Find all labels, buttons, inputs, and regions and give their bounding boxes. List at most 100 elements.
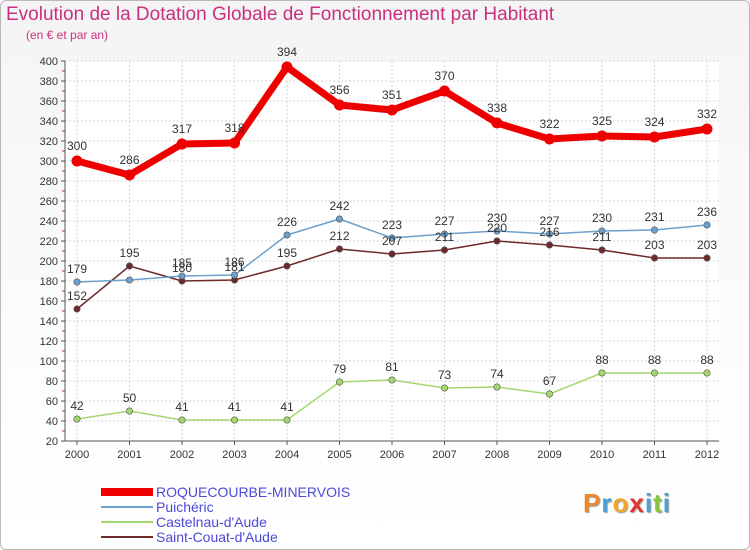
y-tick-label: 240 — [40, 216, 58, 228]
data-label: 300 — [67, 139, 87, 153]
logo-letter: i — [662, 488, 671, 518]
legend-swatch — [101, 506, 153, 508]
data-point — [388, 376, 396, 384]
data-point — [545, 390, 553, 398]
data-point — [598, 227, 606, 235]
x-tick-label: 2000 — [65, 449, 89, 461]
y-tick-label: 400 — [40, 56, 58, 68]
y-tick-label: 100 — [40, 356, 58, 368]
logo-letter: P — [583, 488, 602, 518]
x-tick-label: 2006 — [380, 449, 404, 461]
data-point — [71, 155, 83, 167]
data-point — [388, 234, 396, 242]
data-point — [596, 130, 608, 142]
data-label: 338 — [487, 101, 507, 115]
legend-label: ROQUECOURBE-MINERVOIS — [156, 484, 351, 500]
data-label: 152 — [67, 289, 87, 303]
data-label: 74 — [490, 367, 504, 381]
data-point — [491, 117, 503, 129]
x-tick-label: 2007 — [432, 449, 456, 461]
data-point — [335, 245, 343, 253]
y-tick-label: 60 — [46, 396, 58, 408]
data-label: 73 — [438, 368, 452, 382]
data-point — [439, 85, 450, 97]
data-label: 394 — [277, 45, 297, 59]
data-point — [178, 416, 186, 424]
data-label: 356 — [329, 83, 349, 97]
data-label: 41 — [280, 400, 294, 414]
logo-letter: i — [644, 488, 654, 518]
y-tick-label: 260 — [40, 196, 58, 208]
legend-label: Puichéric — [156, 499, 214, 515]
data-label: 332 — [697, 107, 717, 121]
data-label: 230 — [487, 211, 507, 225]
data-point — [598, 369, 606, 377]
x-tick-label: 2009 — [537, 449, 561, 461]
legend-swatch — [101, 488, 153, 496]
data-point — [598, 246, 606, 254]
data-label: 211 — [592, 230, 611, 244]
logo-letter: r — [601, 488, 613, 518]
data-label: 286 — [119, 153, 139, 167]
data-point — [493, 383, 501, 391]
data-point — [231, 271, 239, 279]
logo-letter: t — [653, 488, 663, 518]
x-tick-label: 2004 — [275, 449, 299, 461]
data-label: 207 — [382, 234, 402, 248]
data-label: 195 — [277, 246, 297, 260]
data-point — [283, 262, 291, 270]
data-point — [73, 278, 81, 286]
legend-label: Castelnau-d'Aude — [156, 514, 267, 530]
data-point — [650, 369, 658, 377]
data-point — [73, 415, 81, 423]
data-point — [545, 230, 553, 238]
y-tick-label: 300 — [40, 156, 58, 168]
y-tick-label: 80 — [46, 376, 58, 388]
data-point — [124, 169, 135, 181]
data-point — [649, 131, 660, 143]
data-point — [703, 221, 711, 229]
data-label: 180 — [172, 261, 192, 275]
x-tick-label: 2008 — [485, 449, 509, 461]
data-label: 179 — [67, 262, 87, 276]
legend-swatch — [101, 521, 153, 523]
data-label: 81 — [385, 360, 399, 374]
data-point — [126, 262, 134, 270]
y-tick-label: 40 — [46, 416, 58, 428]
data-point — [126, 407, 134, 415]
data-label: 216 — [539, 225, 559, 239]
y-tick-label: 200 — [40, 256, 58, 268]
data-point — [231, 416, 239, 424]
data-label: 227 — [539, 214, 559, 228]
data-label: 203 — [697, 238, 717, 252]
data-label: 88 — [700, 353, 714, 367]
legend-label: Saint-Couat-d'Aude — [156, 529, 278, 545]
y-tick-label: 140 — [40, 316, 58, 328]
data-label: 325 — [592, 114, 612, 128]
data-point — [229, 137, 240, 149]
data-label: 230 — [592, 211, 612, 225]
data-label: 324 — [644, 115, 664, 129]
x-tick-label: 2002 — [170, 449, 194, 461]
data-label: 318 — [224, 121, 244, 135]
x-tick-label: 2003 — [222, 449, 246, 461]
x-tick-label: 2011 — [643, 449, 667, 461]
chart-title: Evolution de la Dotation Globale de Fonc… — [6, 4, 555, 25]
data-point — [126, 276, 134, 284]
data-label: 236 — [697, 205, 717, 219]
data-label: 79 — [333, 362, 347, 376]
data-point — [493, 227, 501, 235]
data-point — [493, 237, 501, 245]
data-point — [703, 254, 711, 262]
y-tick-label: 160 — [40, 296, 58, 308]
proxiti-logo: Proxiti — [583, 488, 671, 519]
data-point — [176, 138, 188, 150]
data-point — [388, 250, 396, 258]
data-label: 227 — [434, 214, 454, 228]
data-label: 67 — [543, 374, 557, 388]
data-point — [73, 305, 81, 313]
y-tick-label: 380 — [40, 76, 58, 88]
data-point — [283, 231, 291, 239]
data-point — [335, 215, 343, 223]
